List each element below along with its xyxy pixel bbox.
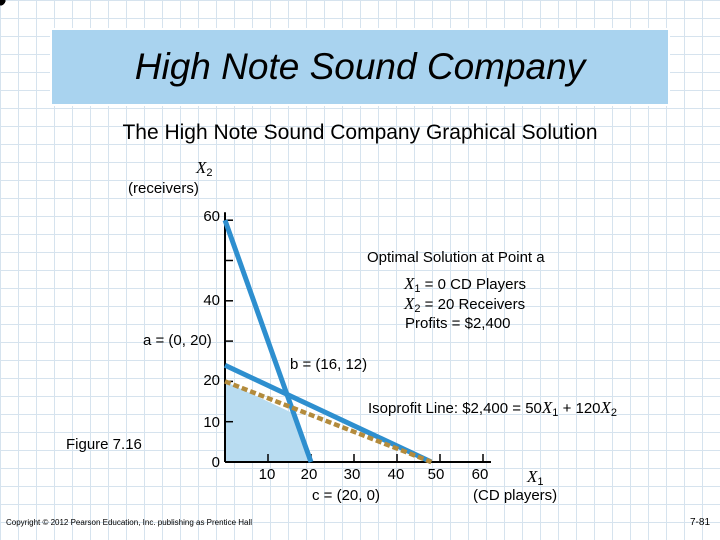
copyright-notice: Copyright © 2012 Pearson Education, Inc.… (6, 518, 253, 527)
iso-x1-letter: X (541, 398, 553, 417)
iso-x2-letter: X (600, 398, 611, 417)
y-axis-variable: X2 (196, 158, 213, 179)
x-tick-label: 30 (343, 466, 361, 483)
constraint-line-1 (222, 219, 314, 463)
solution-point-4 (0, 0, 6, 6)
iso-x1-subscript: 1 (552, 407, 559, 419)
y-var-subscript: 2 (206, 167, 213, 179)
x2-value-text: = 20 Receivers (420, 296, 526, 313)
isoprofit-line (224, 379, 433, 465)
iso-x2-subscript: 2 (610, 407, 618, 419)
y-tick-label: 20 (203, 372, 220, 389)
y-var-letter: X (196, 158, 207, 177)
point-c-label: c = (20, 0) (312, 487, 380, 504)
x-tick-label: 50 (427, 466, 445, 483)
x-tick-label: 20 (300, 466, 318, 483)
figure-label: Figure 7.16 (66, 436, 142, 453)
y-tick-label: 40 (203, 292, 220, 309)
isoprofit-label: Isoprofit Line: $2,400 = 50X1 + 120X2 (368, 398, 617, 419)
slide-subtitle: The High Note Sound Company Graphical So… (122, 121, 598, 144)
optimal-solution-title: Optimal Solution at Point a (367, 249, 545, 266)
x2-subscript: 2 (414, 303, 421, 315)
x-axis-unit: (CD players) (473, 487, 558, 504)
iso-mid-text: + 120 (558, 400, 601, 417)
title-banner: High Note Sound Company (50, 28, 670, 106)
optimal-title-text: Optimal Solution at Point a (367, 249, 545, 266)
y-axis-unit: (receivers) (128, 180, 199, 197)
optimal-x1-line: X1 = 0 CD Players (404, 274, 526, 295)
y-tick-label: 0 (211, 454, 220, 471)
page-number: 7-81 (689, 517, 710, 528)
optimal-profit-line: Profits = $2,400 (405, 315, 511, 332)
x1-subscript: 1 (414, 283, 421, 295)
x-tick-label: 60 (471, 466, 489, 483)
slide-title: High Note Sound Company (134, 46, 586, 87)
isoprofit-prefix: Isoprofit Line: $2,400 = 50 (368, 400, 542, 417)
feasible-region (225, 381, 311, 462)
x1-value-text: = 0 CD Players (420, 276, 526, 293)
x-var-subscript: 1 (537, 476, 544, 488)
x1-letter: X (404, 274, 415, 293)
x-tick-label: 40 (387, 466, 405, 483)
x-axis-variable: X1 (527, 467, 544, 488)
optimal-x2-line: X2 = 20 Receivers (404, 294, 525, 315)
x-tick-label: 10 (258, 466, 276, 483)
x2-letter: X (404, 294, 415, 313)
y-tick-label: 60 (203, 208, 220, 225)
y-tick-label: 10 (203, 414, 220, 431)
x-var-letter: X (527, 467, 538, 486)
point-a-label: a = (0, 20) (143, 332, 212, 349)
constraint-line-2 (223, 363, 433, 465)
point-b-label: b = (16, 12) (290, 356, 368, 373)
